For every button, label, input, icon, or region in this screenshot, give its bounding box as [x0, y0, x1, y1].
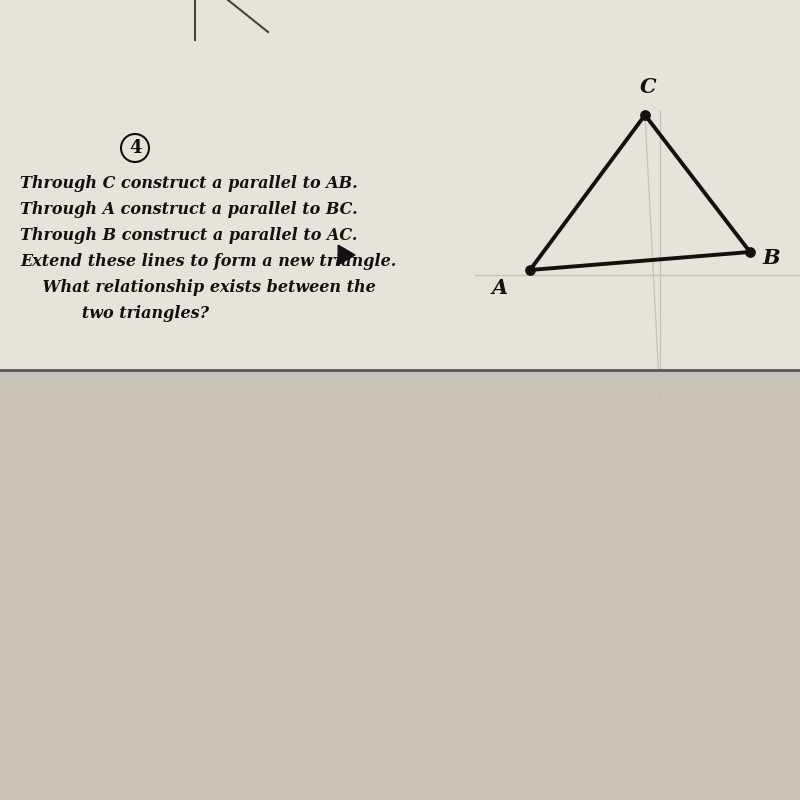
- Text: What relationship exists between the: What relationship exists between the: [20, 279, 376, 296]
- Text: B: B: [762, 248, 780, 268]
- Text: C: C: [640, 77, 656, 97]
- Text: A: A: [492, 278, 508, 298]
- Text: Through B construct a parallel to AC.: Through B construct a parallel to AC.: [20, 227, 358, 244]
- Point: [744, 246, 757, 258]
- Text: 4: 4: [129, 139, 142, 157]
- Text: Extend these lines to form a new triangle.: Extend these lines to form a new triangl…: [20, 253, 396, 270]
- Bar: [0, 0, 800, 370]
- Bar: [0, 370, 800, 800]
- Text: Through C construct a parallel to AB.: Through C construct a parallel to AB.: [20, 175, 358, 192]
- Point: [638, 109, 651, 122]
- Text: two triangles?: two triangles?: [20, 305, 209, 322]
- Polygon shape: [338, 245, 355, 265]
- Point: [523, 264, 536, 277]
- Text: Through A construct a parallel to BC.: Through A construct a parallel to BC.: [20, 201, 358, 218]
